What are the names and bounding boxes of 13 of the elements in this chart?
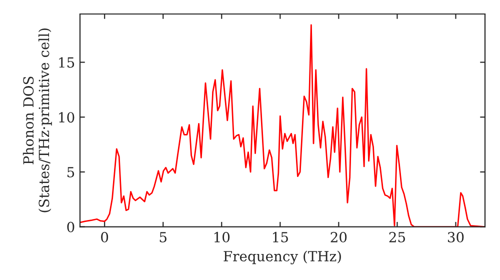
x-tick-label: 0 [101,232,108,242]
x-tick-label: 30 [448,232,464,242]
x-axis-title: Frequency (THz) [224,250,341,264]
y-tick-label: 5 [67,167,74,178]
y-axis-title: Phonon DOS (States/THz·primitive cell) [22,28,52,212]
y-tick-label: 0 [67,222,74,232]
x-tick-label: 25 [389,232,405,242]
y-tick-label: 10 [59,112,74,123]
x-tick-label: 20 [330,232,347,242]
x-tick-label: 15 [273,232,288,242]
y-tick-label: 15 [59,57,74,68]
x-tick-label: 10 [214,232,230,242]
x-tick-label: 5 [160,232,166,242]
